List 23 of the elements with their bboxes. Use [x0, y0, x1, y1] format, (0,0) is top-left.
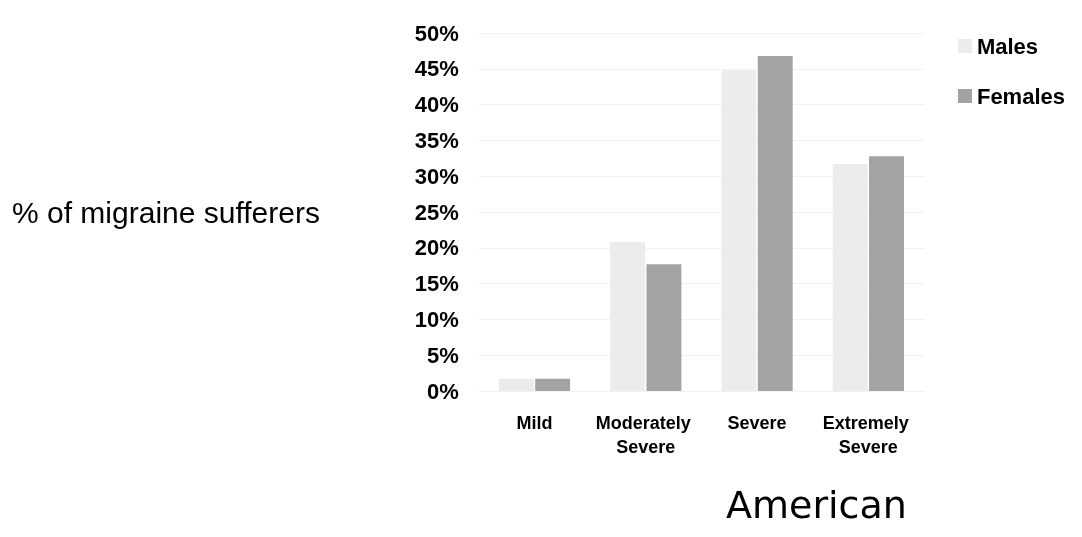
y-tick-label: 30% [414, 163, 459, 189]
y-axis-title: % of migraine sufferers [11, 195, 320, 229]
y-tick-label: 5% [427, 342, 459, 368]
y-tick-label: 25% [414, 199, 459, 225]
x-tick-label: Mild [516, 413, 553, 433]
x-tick-label: Extremely Severe [822, 413, 914, 457]
y-tick-label: 45% [414, 56, 459, 82]
y-tick-label: 15% [414, 271, 459, 297]
y-tick-label: 35% [414, 127, 459, 153]
bar [646, 264, 682, 391]
y-tick-label: 10% [414, 306, 459, 332]
y-tick-label: 20% [414, 235, 459, 261]
bar [869, 156, 904, 391]
legend-label: Females [976, 83, 1066, 109]
x-tick-label: Severe [727, 413, 787, 433]
x-axis-title: American [726, 483, 907, 527]
bar [535, 378, 571, 391]
y-tick-label: 50% [414, 20, 459, 46]
x-tick-label: Moderately Severe [595, 413, 696, 457]
y-tick-label: 40% [414, 92, 459, 118]
y-tick-label: 0% [427, 378, 459, 404]
legend-label: Males [976, 33, 1039, 59]
bar [757, 55, 793, 391]
